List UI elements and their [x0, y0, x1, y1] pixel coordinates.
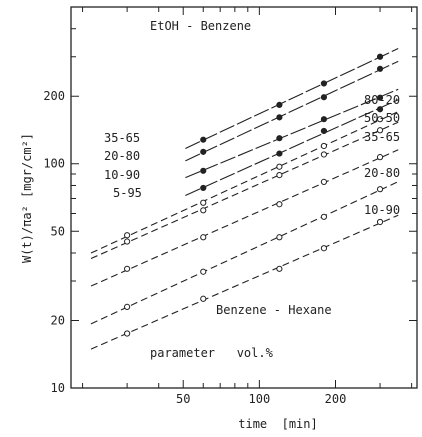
data-point-open	[376, 127, 384, 134]
series-label-hex-35-65: 35-65	[364, 130, 400, 144]
series-line	[90, 149, 399, 287]
parameter-label: parameter vol.%	[150, 346, 274, 360]
y-tick-label: 10	[51, 381, 65, 395]
data-point-open	[124, 238, 131, 245]
x-tick-label: 50	[176, 392, 190, 406]
data-point-open	[320, 178, 328, 185]
data-point-open	[376, 116, 384, 123]
series-label-etoh-35-65: 35-65	[104, 131, 140, 145]
data-point-filled	[200, 167, 207, 174]
series-label-hex-10-90: 10-90	[364, 203, 400, 217]
series-label-hex-50-50: 50-50	[364, 111, 400, 125]
data-point-open	[376, 186, 384, 193]
series-layer	[90, 48, 399, 350]
data-point-filled	[320, 127, 328, 135]
group-label-etoh-benzene: EtOH - Benzene	[150, 19, 251, 33]
data-point-filled	[320, 80, 328, 87]
data-point-filled	[276, 101, 283, 108]
y-tick-label: 50	[51, 224, 65, 238]
axis-ticks: 50 100 200 10 20 50 100 200	[43, 7, 417, 406]
data-point-filled	[320, 94, 328, 101]
series-line	[185, 60, 399, 162]
series-label-hex-80-20: 80-20	[364, 93, 400, 107]
y-axis-label: W(t)/πa² [mgr/cm²]	[20, 133, 34, 263]
series-line	[185, 88, 399, 179]
plot-frame	[70, 6, 418, 389]
data-point-filled	[320, 116, 328, 123]
data-point-open	[124, 232, 131, 239]
data-point-open	[276, 234, 283, 241]
y-tick-label: 200	[43, 89, 65, 103]
data-point-open	[276, 201, 283, 208]
data-point-filled	[200, 148, 207, 155]
data-point-open	[124, 330, 131, 337]
group-label-benzene-hexane: Benzene - Hexane	[216, 303, 332, 317]
data-point-open	[124, 265, 131, 272]
data-point-filled	[200, 184, 207, 192]
data-point-open	[320, 142, 328, 150]
x-tick-label: 200	[325, 392, 347, 406]
series-label-hex-20-80: 20-80	[364, 166, 400, 180]
series-line	[90, 214, 399, 350]
data-point-open	[200, 199, 207, 206]
data-point-filled	[376, 65, 384, 72]
series-line	[90, 181, 399, 325]
data-point-open	[200, 295, 207, 302]
series-label-etoh-5-95: 5-95	[113, 186, 142, 200]
data-point-filled	[376, 106, 384, 113]
data-point-open	[200, 207, 207, 214]
data-point-open	[276, 163, 283, 170]
x-tick-label: 100	[249, 392, 271, 406]
data-point-filled	[276, 150, 283, 157]
data-point-open	[276, 171, 283, 179]
series-label-etoh-20-80: 20-80	[104, 149, 140, 163]
series-label-etoh-10-90: 10-90	[104, 168, 140, 182]
data-point-open	[276, 265, 283, 272]
data-point-open	[200, 234, 207, 241]
data-point-filled	[276, 114, 283, 121]
series-line	[90, 111, 399, 254]
series-line	[90, 121, 399, 260]
data-point-filled	[376, 94, 384, 101]
data-point-filled	[200, 136, 207, 143]
data-point-open	[320, 245, 328, 252]
data-point-open	[124, 303, 131, 310]
y-tick-label: 20	[51, 313, 65, 327]
series-line	[185, 48, 399, 149]
data-point-open	[200, 268, 207, 275]
data-point-open	[376, 154, 384, 161]
data-point-open	[320, 151, 328, 158]
data-point-open	[376, 218, 384, 226]
data-point-filled	[276, 135, 283, 142]
data-point-open	[320, 213, 328, 220]
series-line	[185, 99, 399, 197]
x-axis-label: time [min]	[238, 417, 317, 431]
data-point-filled	[376, 53, 384, 60]
y-tick-label: 100	[43, 157, 65, 171]
